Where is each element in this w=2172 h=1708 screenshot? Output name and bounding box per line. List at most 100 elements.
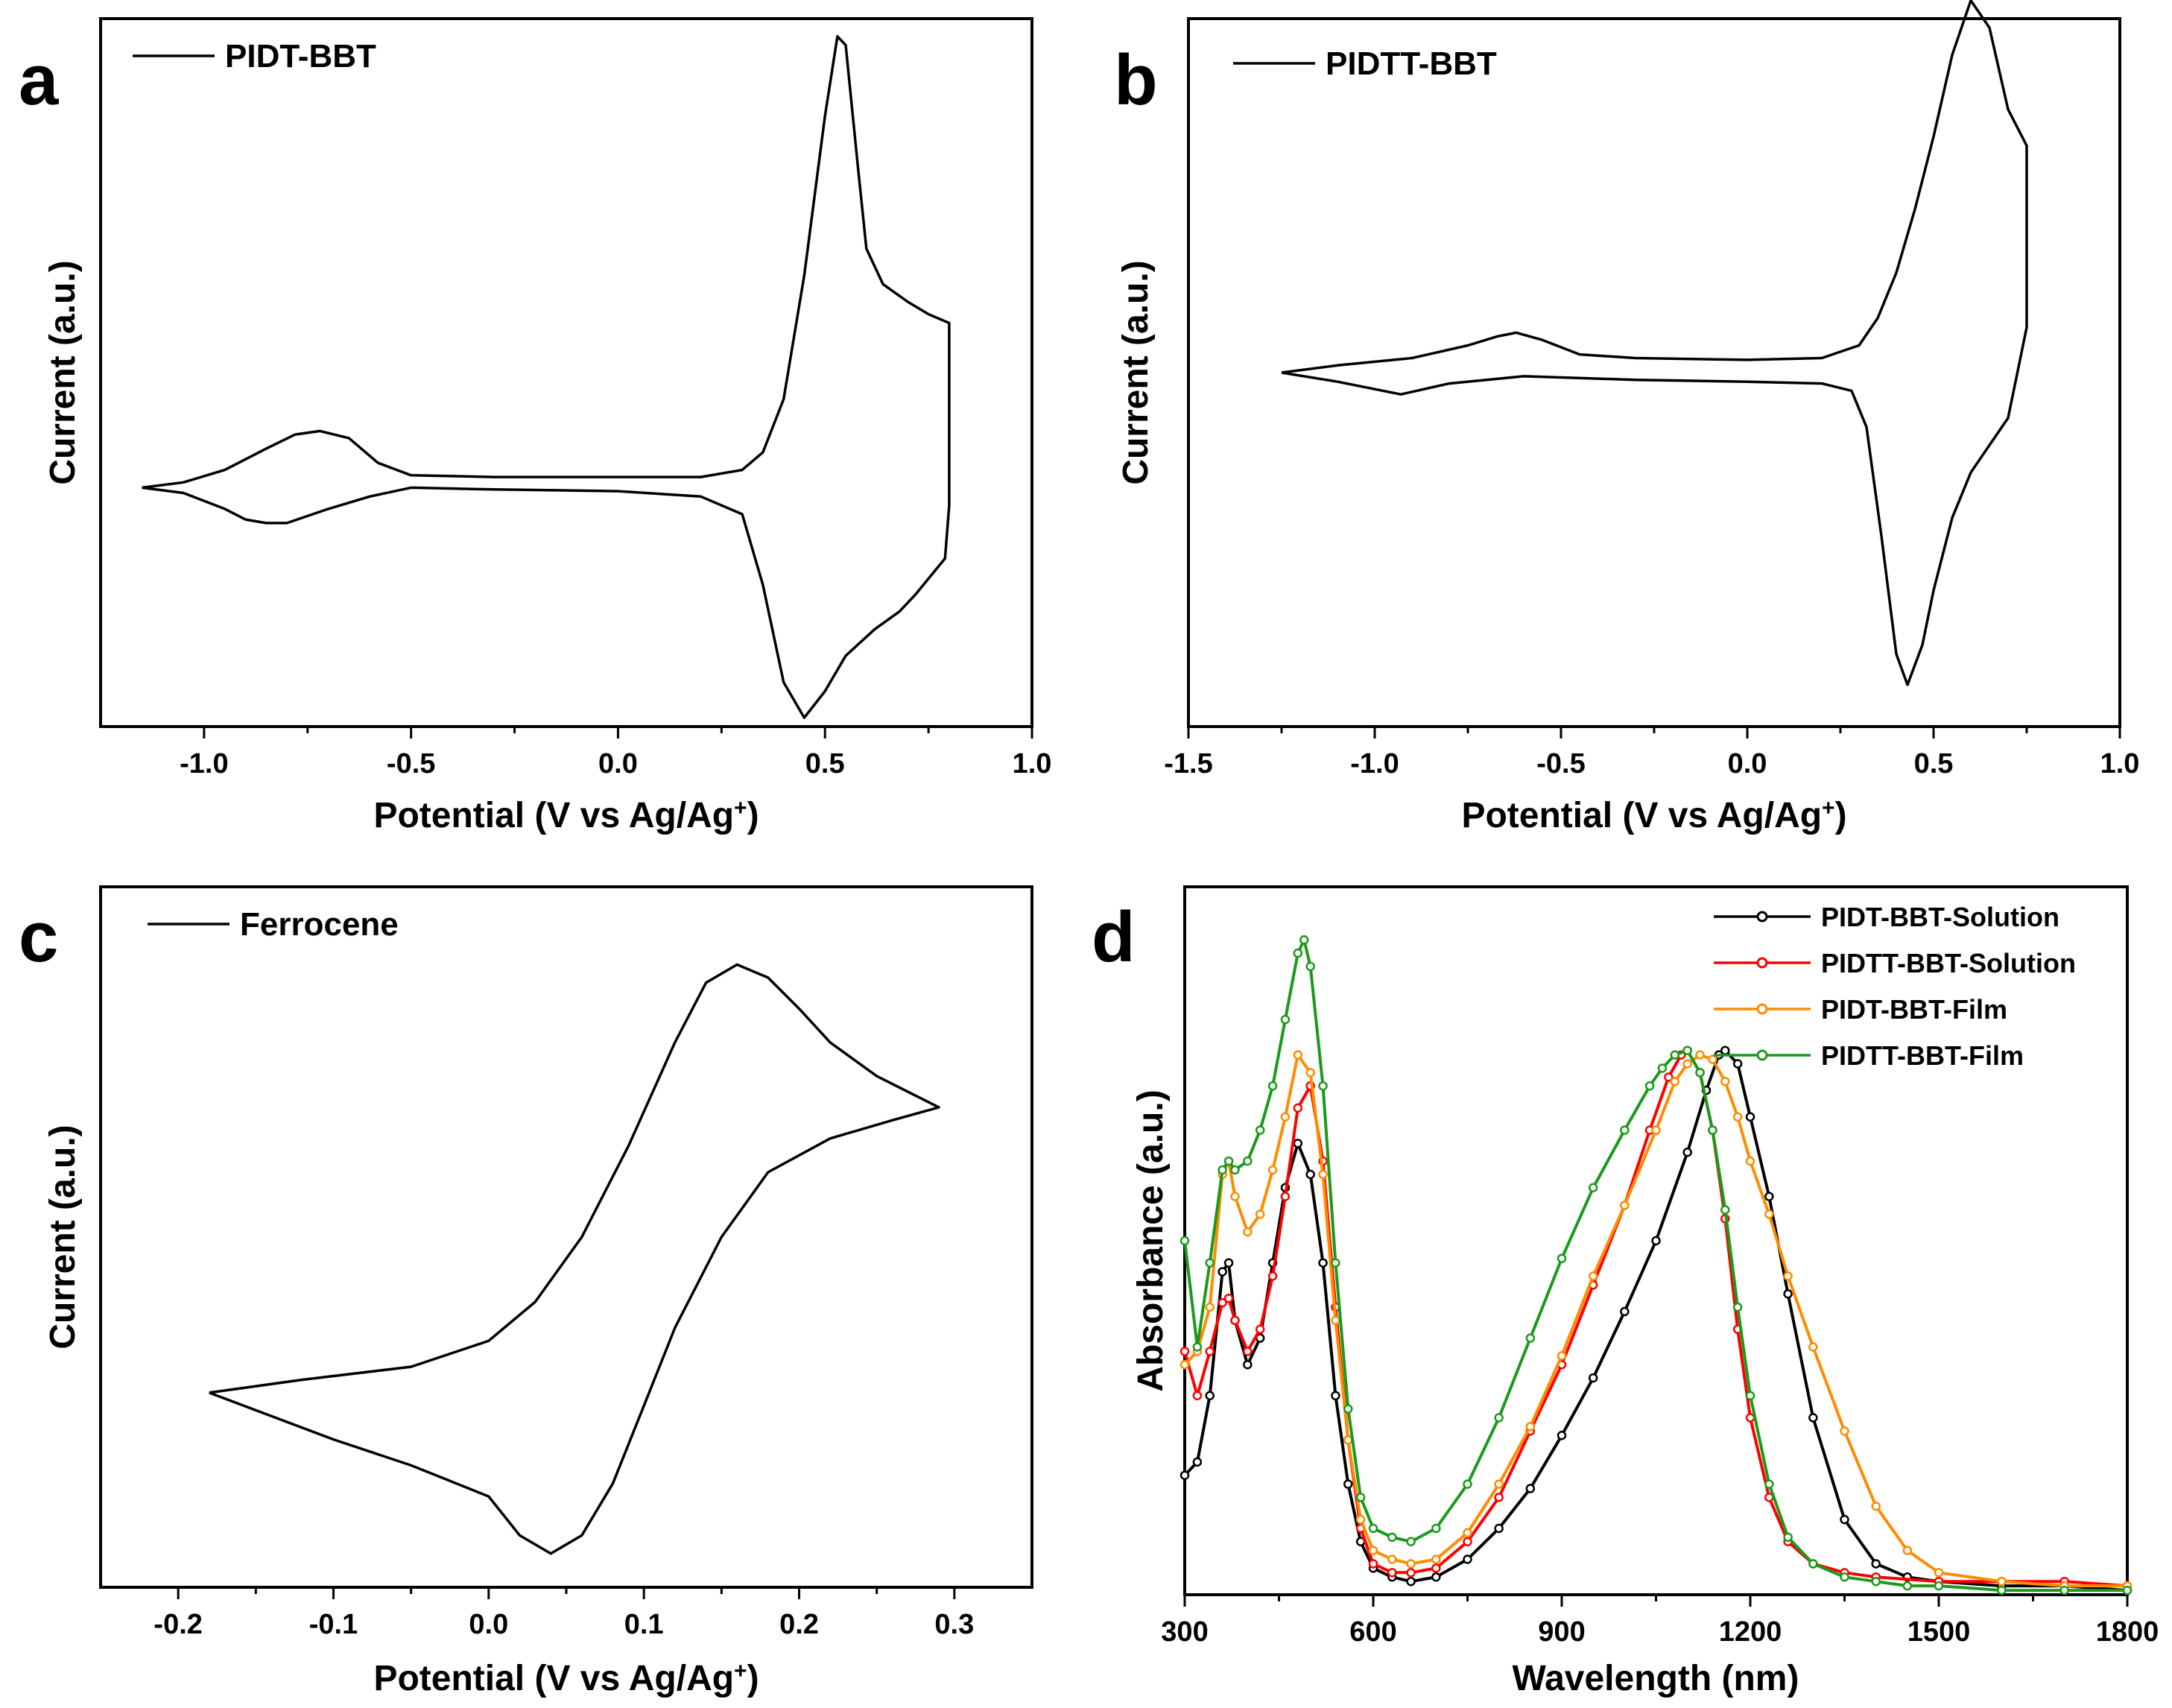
- data-point-d-1-16: [1368, 1559, 1378, 1569]
- x-tick-label-b-3: 0.0: [1728, 748, 1767, 779]
- data-point-d-0-11: [1305, 1169, 1315, 1180]
- data-point-d-3-25: [1588, 1183, 1598, 1192]
- legend-label-d-0: PIDT-BBT-Solution: [1821, 902, 2059, 932]
- data-point-d-2-34: [1764, 1209, 1774, 1219]
- panel-b: b -1.5 -1.0 -0.5 0.0 0.5 1.0 PIDTT-BBT Potent…: [1114, 0, 2139, 835]
- data-point-d-3-37: [1783, 1532, 1793, 1543]
- data-point-d-3-13: [1318, 1081, 1328, 1091]
- data-point-d-3-6: [1243, 1156, 1253, 1166]
- data-point-d-1-8: [1267, 1271, 1278, 1281]
- data-point-d-3-38: [1808, 1559, 1818, 1569]
- data-point-d-2-38: [1871, 1502, 1881, 1511]
- plot-frame-b: [1187, 17, 2121, 728]
- x-tick-label-c-4: 0.2: [779, 1609, 819, 1640]
- data-point-d-2-41: [1997, 1576, 2007, 1587]
- data-point-d-3-20: [1431, 1523, 1441, 1534]
- x-axis-title-a: Potential (V vs Ag/Ag+): [373, 796, 759, 835]
- data-point-d-2-37: [1840, 1426, 1849, 1436]
- data-point-d-1-5: [1230, 1315, 1240, 1326]
- data-point-d-0-1: [1192, 1457, 1203, 1467]
- data-point-d-3-40: [1871, 1576, 1881, 1587]
- data-point-d-0-37: [1871, 1559, 1881, 1569]
- data-point-d-1-27: [1664, 1072, 1674, 1082]
- data-point-d-2-20: [1463, 1528, 1472, 1538]
- data-point-d-0-25: [1620, 1306, 1630, 1317]
- data-point-d-3-43: [1997, 1585, 2007, 1595]
- x-tick-label-b-0: -1.5: [1164, 748, 1212, 779]
- data-point-d-0-34: [1783, 1289, 1793, 1299]
- x-tick-label-c-2: 0.0: [469, 1609, 508, 1640]
- data-point-d-1-4: [1223, 1293, 1234, 1303]
- data-point-d-3-31: [1695, 1068, 1705, 1078]
- x-tick-label-b-4: 0.5: [1914, 748, 1954, 779]
- data-point-d-0-18: [1406, 1576, 1416, 1587]
- legend-label-c-0: Ferrocene: [240, 906, 399, 943]
- legend-label-d-2: PIDT-BBT-Film: [1821, 994, 2007, 1025]
- data-point-d-2-0: [1180, 1360, 1190, 1370]
- data-point-d-0-35: [1808, 1413, 1818, 1423]
- panel-letter-c: c: [19, 897, 58, 977]
- data-point-d-0-30: [1720, 1046, 1730, 1055]
- data-point-d-2-17: [1387, 1554, 1397, 1564]
- data-point-d-3-9: [1280, 1014, 1291, 1025]
- x-axis-title-c: Potential (V vs Ag/Ag+): [373, 1659, 759, 1698]
- data-point-d-0-24: [1588, 1373, 1598, 1383]
- series-line-a-0: [142, 35, 951, 719]
- data-point-d-1-34: [1745, 1413, 1755, 1423]
- data-point-d-1-0: [1180, 1347, 1190, 1356]
- data-point-d-1-19: [1431, 1563, 1441, 1573]
- data-point-d-3-39: [1840, 1572, 1849, 1582]
- legend-marker-d-1: [1756, 957, 1768, 969]
- plot-frame-a: [99, 17, 1033, 728]
- x-tick-label-c-3: 0.1: [624, 1609, 664, 1640]
- data-point-d-0-22: [1525, 1484, 1536, 1493]
- x-tick-label-d-1: 600: [1349, 1616, 1396, 1648]
- plot-frame-c: [99, 885, 1033, 1589]
- data-point-d-3-30: [1682, 1046, 1692, 1055]
- panel-letter-d: d: [1092, 897, 1136, 977]
- data-point-d-3-32: [1708, 1125, 1717, 1135]
- data-point-d-3-26: [1620, 1125, 1630, 1135]
- data-point-d-0-31: [1732, 1059, 1743, 1069]
- x-tick-label-a-1: -0.5: [387, 748, 435, 779]
- data-point-d-2-10: [1293, 1050, 1303, 1060]
- data-point-d-0-3: [1218, 1267, 1227, 1277]
- y-axis-title-c: Current (a.u.): [43, 1125, 83, 1349]
- data-point-d-2-19: [1431, 1554, 1441, 1564]
- data-point-d-3-1: [1192, 1342, 1203, 1352]
- data-point-d-2-6: [1243, 1227, 1253, 1237]
- panel-a: a -1.0 -0.5 0.0 0.5 1.0 PIDT-BBT Potential (…: [19, 17, 1051, 835]
- panel-letter-b: b: [1114, 40, 1158, 120]
- data-point-d-0-0: [1180, 1470, 1190, 1480]
- data-point-d-2-29: [1695, 1050, 1705, 1060]
- data-point-d-0-14: [1343, 1479, 1353, 1489]
- data-point-d-2-24: [1588, 1271, 1598, 1281]
- data-point-d-3-15: [1343, 1404, 1353, 1414]
- data-point-d-3-5: [1230, 1165, 1240, 1175]
- data-point-d-0-2: [1205, 1391, 1215, 1401]
- data-point-d-3-18: [1387, 1532, 1397, 1543]
- data-point-d-0-13: [1331, 1391, 1340, 1401]
- data-point-d-3-8: [1267, 1081, 1278, 1091]
- data-point-d-3-7: [1255, 1125, 1265, 1135]
- data-point-d-1-9: [1280, 1192, 1291, 1201]
- data-point-d-2-11: [1305, 1068, 1315, 1078]
- x-tick-label-a-3: 0.5: [805, 748, 845, 779]
- data-point-d-1-17: [1387, 1568, 1397, 1578]
- x-axis-title-b: Potential (V vs Ag/Ag+): [1461, 796, 1846, 835]
- legend-marker-d-2: [1756, 1003, 1768, 1015]
- data-point-d-3-28: [1657, 1063, 1668, 1073]
- data-point-d-3-3: [1218, 1165, 1227, 1175]
- x-tick-label-a-0: -1.0: [180, 748, 228, 779]
- x-tick-label-b-1: -1.0: [1350, 748, 1399, 779]
- data-point-d-3-33: [1720, 1205, 1730, 1215]
- data-point-d-0-27: [1682, 1148, 1692, 1157]
- x-tick-label-a-2: 0.0: [598, 748, 638, 779]
- data-point-d-3-10: [1293, 948, 1303, 958]
- x-tick-label-d-4: 1500: [1907, 1616, 1971, 1648]
- data-point-d-3-44: [2059, 1585, 2069, 1595]
- panel-letter-a: a: [19, 40, 59, 120]
- y-axis-title-d: Absorbance (a.u.): [1131, 1089, 1171, 1391]
- data-point-d-1-20: [1463, 1537, 1472, 1546]
- series-line-c-0: [209, 963, 940, 1555]
